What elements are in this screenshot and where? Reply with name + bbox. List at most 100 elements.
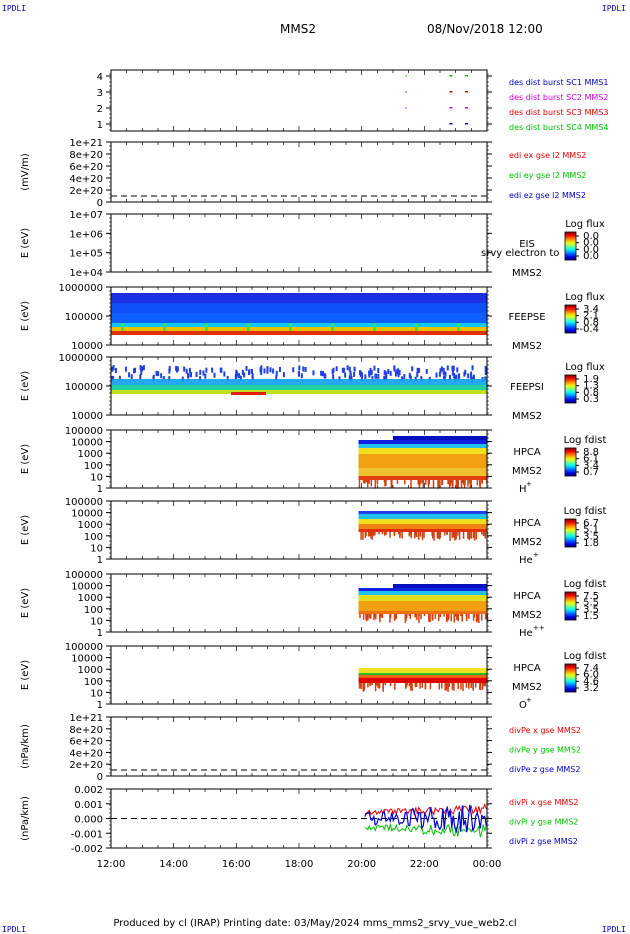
colorbar-tick-label: 3.5	[583, 604, 599, 615]
y-tick-label: 100	[84, 461, 103, 472]
overlay-label: srvy electron to	[481, 248, 559, 259]
colorbar-tick-label: 4.6	[583, 676, 599, 687]
y-axis-title: (nPa/km)	[20, 724, 31, 769]
panel-hpca_o-plot	[358, 668, 487, 692]
colorbar-title: Log fdist	[564, 506, 607, 517]
y-axis-title: E (eV)	[20, 660, 31, 690]
colorbar-tick-label: 0.7	[583, 467, 599, 478]
x-tick-label: 20:00	[347, 859, 376, 870]
x-tick-label: 00:00	[473, 859, 502, 870]
panel-des: 4 3 2 1 des dist burst SC1 MMS1 des dist burs…	[97, 69, 608, 132]
x-tick-label: 14:00	[159, 859, 188, 870]
y-tick-label: 10000	[71, 341, 103, 352]
colorbar-tick-label: 7.4	[583, 663, 599, 674]
legend-entry: divPi z gse MMS2	[509, 837, 578, 846]
y-tick-label: 2	[97, 104, 103, 115]
y-axis-title: (nPa/km)	[20, 796, 31, 841]
colorbar-tick-label: 0.8	[583, 317, 599, 328]
panel-feepsi-plot	[111, 365, 488, 395]
panel-hpca_he-plot	[358, 511, 488, 541]
colorbar-tick-label: 0.3	[583, 394, 599, 405]
panel-hpca_hepp-plot	[358, 584, 488, 623]
panel-divpi-plot	[111, 802, 487, 838]
corner-mark-bottom-left: IPDLI	[2, 925, 27, 934]
colorbar-tick-label: 0.0	[583, 238, 599, 249]
colorbar-tick-label: 5.1	[583, 525, 599, 536]
y-tick-label: 1	[97, 120, 103, 131]
instrument-label: HPCA	[513, 518, 541, 529]
instrument-label: HPCA	[513, 447, 541, 458]
y-tick-label: 10000	[71, 582, 103, 593]
colorbar-tick-label: 6.0	[583, 670, 599, 681]
corner-mark-bottom-right: IPDLI	[601, 925, 626, 934]
y-tick-label: 10	[90, 472, 103, 483]
y-tick-label: 8e+20	[69, 725, 103, 736]
legend-entry: des dist burst SC1 MMS1	[509, 78, 608, 87]
colorbar-tick-label: 1.9	[583, 374, 599, 385]
y-tick-label: 0.000	[74, 815, 103, 826]
colorbar-tick-label: 3.2	[583, 683, 599, 694]
y-axis-title: E (eV)	[20, 588, 31, 618]
instrument-label: HPCA	[513, 663, 541, 674]
colorbar-title: Log fdist	[564, 579, 607, 590]
y-tick-label: 10000	[71, 411, 103, 422]
y-axis-title: E (eV)	[20, 301, 31, 331]
spacecraft-label: MMS2	[512, 682, 542, 693]
colorbar-title: Log flux	[565, 362, 605, 373]
colorbar-tick-label: 8.8	[583, 447, 599, 458]
y-tick-label: 100000	[65, 497, 103, 508]
panel-feepsi: 1000000 100000 10000 E (eV) FEEPSI MMS2 Log fl…	[20, 353, 605, 422]
legend-entry: des dist burst SC4 MMS4	[509, 123, 608, 132]
legend-entry: divPe x gse MMS2	[509, 726, 581, 735]
legend-entry: edi ex gse l2 MMS2	[509, 151, 586, 160]
spacecraft-label: MMS2	[512, 411, 542, 422]
panel-feepse: 1000000 100000 10000 E (eV) FEEPSE MMS2 Log fl…	[20, 283, 605, 352]
instrument-label: EIS	[519, 239, 535, 250]
y-axis-title: E (eV)	[20, 444, 31, 474]
y-tick-label: 10	[90, 616, 103, 627]
x-tick-label: 12:00	[97, 859, 126, 870]
spacecraft-label: MMS2	[512, 268, 542, 279]
colorbar-title: Log flux	[565, 219, 605, 230]
instrument-label: HPCA	[513, 591, 541, 602]
colorbar-title: Log flux	[565, 292, 605, 303]
y-tick-label: 4e+20	[69, 174, 103, 185]
panel-des-plot	[405, 75, 469, 125]
legend-entry: divPe y gse MMS2	[509, 746, 581, 755]
legend-entry: edi ez gse l2 MMS2	[509, 191, 586, 200]
species-charge-label: +	[526, 480, 532, 488]
colorbar-tick-label: 6.7	[583, 518, 599, 529]
colorbar-tick-label: 0.0	[583, 244, 599, 255]
y-tick-label: 6e+20	[69, 737, 103, 748]
y-tick-label: 1e+05	[69, 249, 103, 260]
y-tick-label: 1000000	[58, 283, 103, 294]
colorbar-tick-label: 0.0	[583, 251, 599, 262]
y-tick-label: 3	[97, 88, 103, 99]
legend-entry: edi ey gse l2 MMS2	[509, 171, 587, 180]
y-tick-label: 2e+20	[69, 186, 103, 197]
species-charge-label: +	[526, 696, 532, 704]
colorbar-tick-label: 1.3	[583, 381, 599, 392]
corner-mark-top-right: IPDLI	[601, 4, 626, 13]
y-tick-label: 10	[90, 688, 103, 699]
y-tick-label: 10	[90, 543, 103, 554]
y-tick-label: 1	[97, 628, 103, 639]
y-tick-label: 1	[97, 484, 103, 495]
y-tick-label: 2e+20	[69, 760, 103, 771]
y-tick-label: 4e+20	[69, 748, 103, 759]
y-tick-label: 1e+07	[69, 210, 103, 221]
y-tick-label: 1e+06	[69, 229, 103, 240]
y-tick-label: 1000	[78, 449, 103, 460]
x-tick-label: 22:00	[410, 859, 439, 870]
spacecraft-label: MMS2	[512, 537, 542, 548]
instrument-label: FEEPSI	[510, 382, 544, 393]
y-tick-label: 100	[84, 605, 103, 616]
colorbar-title: Log fdist	[564, 651, 607, 662]
legend-entry: divPi y gse MMS2	[509, 818, 578, 827]
y-tick-label: 1	[97, 555, 103, 566]
colorbar-tick-label: 0.8	[583, 387, 599, 398]
